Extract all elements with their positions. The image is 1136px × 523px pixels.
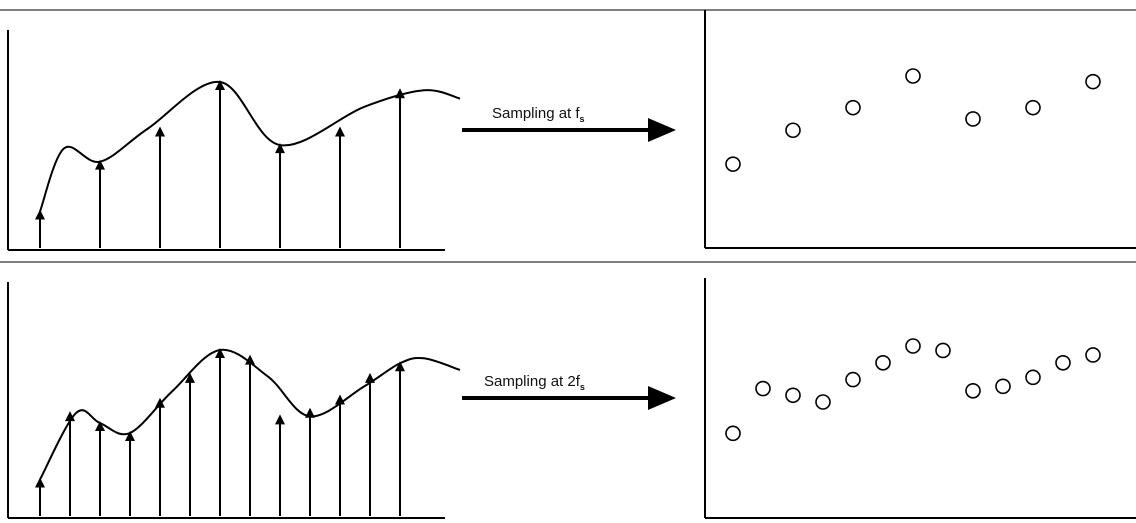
sample-point [1025, 99, 1041, 116]
sample-stem [65, 411, 75, 516]
sample-point [785, 387, 801, 404]
stem-arrowhead [335, 394, 345, 405]
stem-arrowhead [125, 431, 135, 441]
sample-stems [35, 80, 405, 248]
stem-arrowhead [395, 88, 405, 99]
sample-point [875, 354, 891, 371]
sample-stem [155, 126, 165, 248]
row-2fs: Sampling at 2fs [35, 338, 1101, 516]
sample-stems [35, 348, 405, 516]
sampling-label-main: Sampling at 2f [484, 373, 581, 390]
stem-arrowhead [215, 80, 225, 90]
sample-stem [125, 431, 135, 516]
stem-arrowhead [155, 126, 165, 137]
sample-point [1085, 347, 1101, 363]
stem-arrowhead [275, 414, 285, 425]
arrow-head [648, 386, 676, 410]
sample-point [905, 338, 921, 354]
sample-stem [35, 477, 45, 516]
stem-arrowhead [65, 411, 75, 422]
sampling-label-subscript: s [580, 382, 585, 392]
sample-stem [95, 421, 105, 516]
sample-point [1025, 369, 1041, 386]
sample-point [725, 156, 741, 172]
stem-arrowhead [155, 397, 165, 408]
sample-stem [215, 80, 225, 248]
sample-point [815, 394, 831, 410]
sample-point [845, 371, 861, 388]
sample-stem [275, 414, 285, 516]
sample-stem [305, 407, 315, 516]
frame [0, 9, 1136, 519]
sample-stem [185, 372, 195, 516]
stem-arrowhead [215, 348, 225, 358]
sampling-label: Sampling at 2fs [484, 373, 585, 392]
row-fs: Sampling at fs [35, 68, 1101, 248]
sample-stem [245, 354, 255, 516]
sample-point [1085, 73, 1101, 90]
sample-stem [275, 143, 285, 248]
transform-arrow: Sampling at 2fs [462, 373, 676, 410]
stem-arrowhead [395, 361, 405, 372]
stem-arrowhead [275, 143, 285, 154]
stem-arrowhead [95, 159, 105, 170]
sampled-points [725, 338, 1101, 442]
stem-arrowhead [365, 372, 375, 383]
stem-arrowhead [245, 354, 255, 365]
stem-arrowhead [35, 209, 45, 220]
sample-stem [335, 126, 345, 248]
stem-arrowhead [95, 421, 105, 432]
sample-stem [35, 209, 45, 248]
sample-point [845, 99, 861, 116]
sampling-label-subscript: s [580, 114, 585, 124]
sample-point [965, 111, 981, 127]
sample-point [905, 68, 921, 84]
transform-arrow: Sampling at fs [462, 105, 676, 142]
sample-point [785, 122, 801, 139]
sample-stem [365, 372, 375, 516]
stem-arrowhead [335, 126, 345, 137]
sample-stem [155, 397, 165, 516]
sample-stem [95, 159, 105, 248]
sample-stem [395, 361, 405, 516]
sampled-points [725, 68, 1101, 172]
arrow-head [648, 118, 676, 142]
sample-stem [215, 348, 225, 516]
sample-point [935, 342, 951, 359]
stem-arrowhead [35, 477, 45, 488]
sample-point [755, 380, 771, 397]
sample-stem [395, 88, 405, 248]
sampling-label-main: Sampling at f [492, 105, 580, 122]
sample-point [1055, 354, 1071, 371]
signal-curve [39, 80, 461, 212]
sample-stem [335, 394, 345, 516]
sample-point [725, 425, 741, 442]
sampling-label: Sampling at fs [492, 105, 585, 124]
stem-arrowhead [305, 407, 315, 418]
sample-point [965, 382, 981, 399]
stem-arrowhead [185, 372, 195, 383]
sample-point [995, 378, 1011, 395]
